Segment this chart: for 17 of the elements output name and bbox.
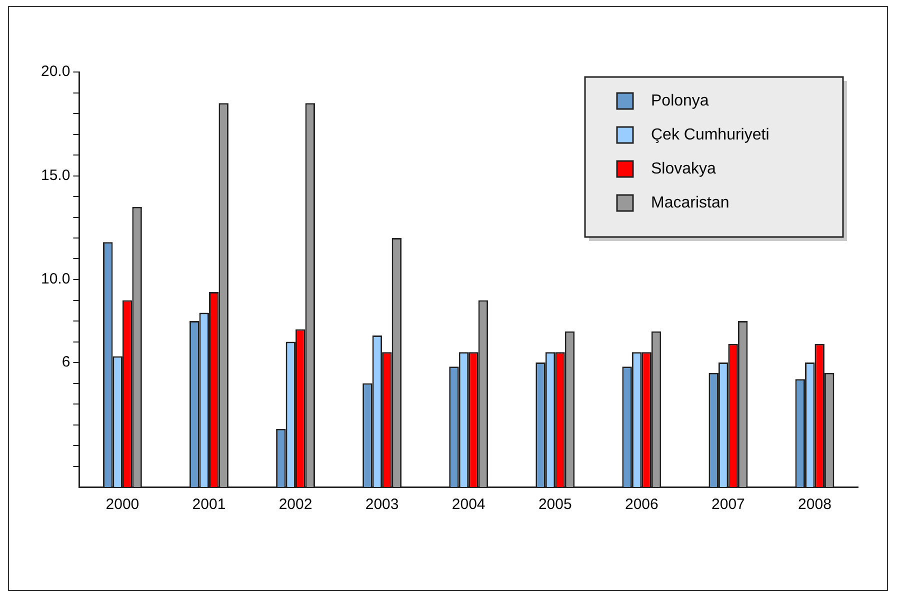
x-tick-label: 2005	[538, 496, 572, 514]
x-tick-label: 2008	[798, 496, 832, 514]
x-tick-label: 2001	[192, 496, 226, 514]
legend-label: Çek Cumhuriyeti	[651, 126, 770, 144]
y-tick-label: 15.0	[40, 166, 70, 184]
legend-label: Macaristan	[651, 194, 730, 212]
x-tick-label: 2003	[365, 496, 399, 514]
x-tick-label: 2002	[278, 496, 312, 514]
y-tick-label: 6	[62, 354, 70, 371]
x-tick-label: 2000	[106, 496, 140, 514]
y-tick-label: 20.0	[40, 63, 70, 80]
x-tick-label: 2004	[452, 496, 486, 514]
y-tick-label: 10.0	[40, 270, 70, 288]
legend-label: Slovakya	[651, 160, 716, 178]
x-tick-label: 2006	[624, 496, 658, 514]
legend-label: Polonya	[651, 92, 709, 110]
x-tick-label: 2007	[712, 496, 745, 514]
